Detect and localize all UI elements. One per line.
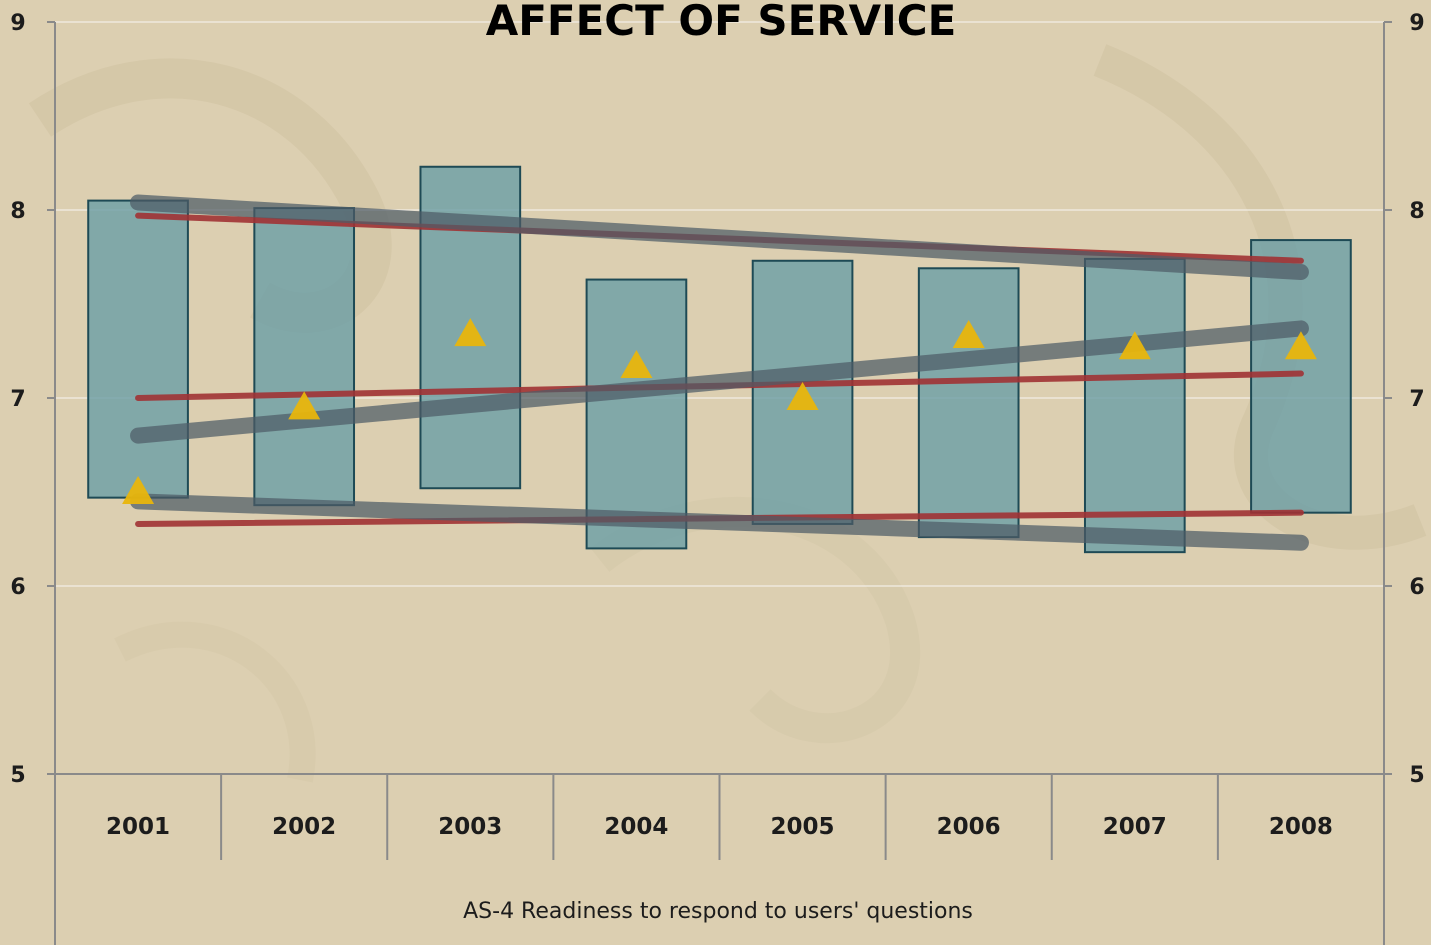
marker <box>288 391 321 420</box>
y-tick-label-right: 9 <box>1409 11 1424 36</box>
y-tick-label-right: 5 <box>1409 763 1424 788</box>
y-tick-label-right: 8 <box>1409 199 1424 224</box>
y-tick-label-left: 9 <box>10 11 25 36</box>
marker <box>1118 331 1151 360</box>
marker <box>620 350 653 379</box>
category-label: 2006 <box>937 814 1001 840</box>
marker <box>786 382 819 410</box>
marker <box>122 476 155 504</box>
trend-line-gray <box>130 320 1309 444</box>
chart-title: AFFECT OF SERVICE <box>486 0 957 45</box>
y-tick-label-left: 7 <box>10 387 25 412</box>
range-bar <box>253 207 356 507</box>
category-label: 2005 <box>771 814 835 840</box>
markers <box>122 318 1317 504</box>
category-label: 2008 <box>1269 814 1333 840</box>
category-label: 2004 <box>604 814 668 840</box>
range-bar <box>917 267 1020 539</box>
trend-line-gray <box>130 493 1309 551</box>
range-bar <box>1083 257 1186 554</box>
axes <box>47 21 1392 945</box>
category-label: 2007 <box>1103 814 1167 840</box>
y-tick-label-left: 8 <box>10 199 25 224</box>
y-tick-label-left: 6 <box>10 575 25 600</box>
trend-lines-gray <box>130 194 1309 551</box>
range-bar <box>585 278 688 550</box>
y-tick-label-left: 5 <box>10 763 25 788</box>
trend-line-gray <box>130 194 1309 281</box>
range-bar <box>87 199 189 499</box>
bars <box>87 165 1352 554</box>
category-labels: 2001 2002 2003 2004 2005 2006 2007 2008 <box>106 814 1333 840</box>
marker <box>952 319 985 348</box>
y-tick-label-right: 6 <box>1409 575 1424 600</box>
category-label: 2001 <box>106 814 170 840</box>
category-label: 2002 <box>272 814 336 840</box>
x-axis-label: AS-4 Readiness to respond to users' ques… <box>463 899 973 924</box>
tick-labels: 5 5 6 6 7 7 8 8 9 9 <box>10 11 1424 788</box>
category-label: 2003 <box>438 814 502 840</box>
marker <box>1284 331 1317 360</box>
marker <box>454 318 487 347</box>
y-tick-label-right: 7 <box>1409 387 1424 412</box>
